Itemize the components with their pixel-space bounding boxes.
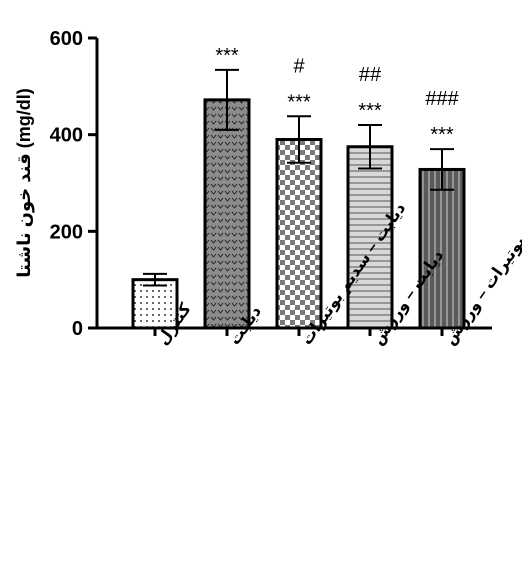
bar bbox=[203, 98, 251, 330]
significance-hash: ## bbox=[359, 64, 382, 86]
y-ticks: 0 200 400 600 bbox=[50, 28, 97, 340]
significance-hash: # bbox=[293, 55, 305, 77]
bar bbox=[275, 138, 323, 330]
error-bar bbox=[215, 68, 239, 131]
error-bar bbox=[143, 272, 167, 287]
bar bbox=[418, 167, 466, 330]
significance-stars: *** bbox=[358, 100, 382, 122]
error-bar bbox=[358, 124, 382, 170]
significance-hash: ### bbox=[425, 88, 459, 110]
significance-stars: *** bbox=[430, 124, 454, 146]
error-bars bbox=[143, 68, 454, 287]
y-tick-label: 400 bbox=[50, 125, 83, 147]
significance-labels: *** *** # *** ## *** ### bbox=[215, 45, 459, 146]
significance-stars: *** bbox=[215, 45, 239, 67]
y-tick-label: 600 bbox=[50, 28, 83, 50]
y-axis-title: قند خون ناشتا (mg/dl) bbox=[14, 88, 35, 277]
y-tick-label: 200 bbox=[50, 221, 83, 243]
error-bar bbox=[287, 115, 311, 164]
y-tick-label: 0 bbox=[72, 318, 83, 340]
error-bar bbox=[430, 148, 454, 191]
significance-stars: *** bbox=[287, 91, 311, 113]
